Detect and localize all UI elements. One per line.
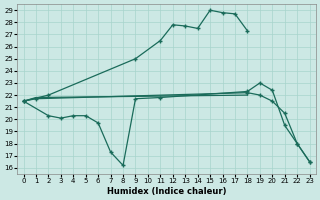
X-axis label: Humidex (Indice chaleur): Humidex (Indice chaleur): [107, 187, 226, 196]
